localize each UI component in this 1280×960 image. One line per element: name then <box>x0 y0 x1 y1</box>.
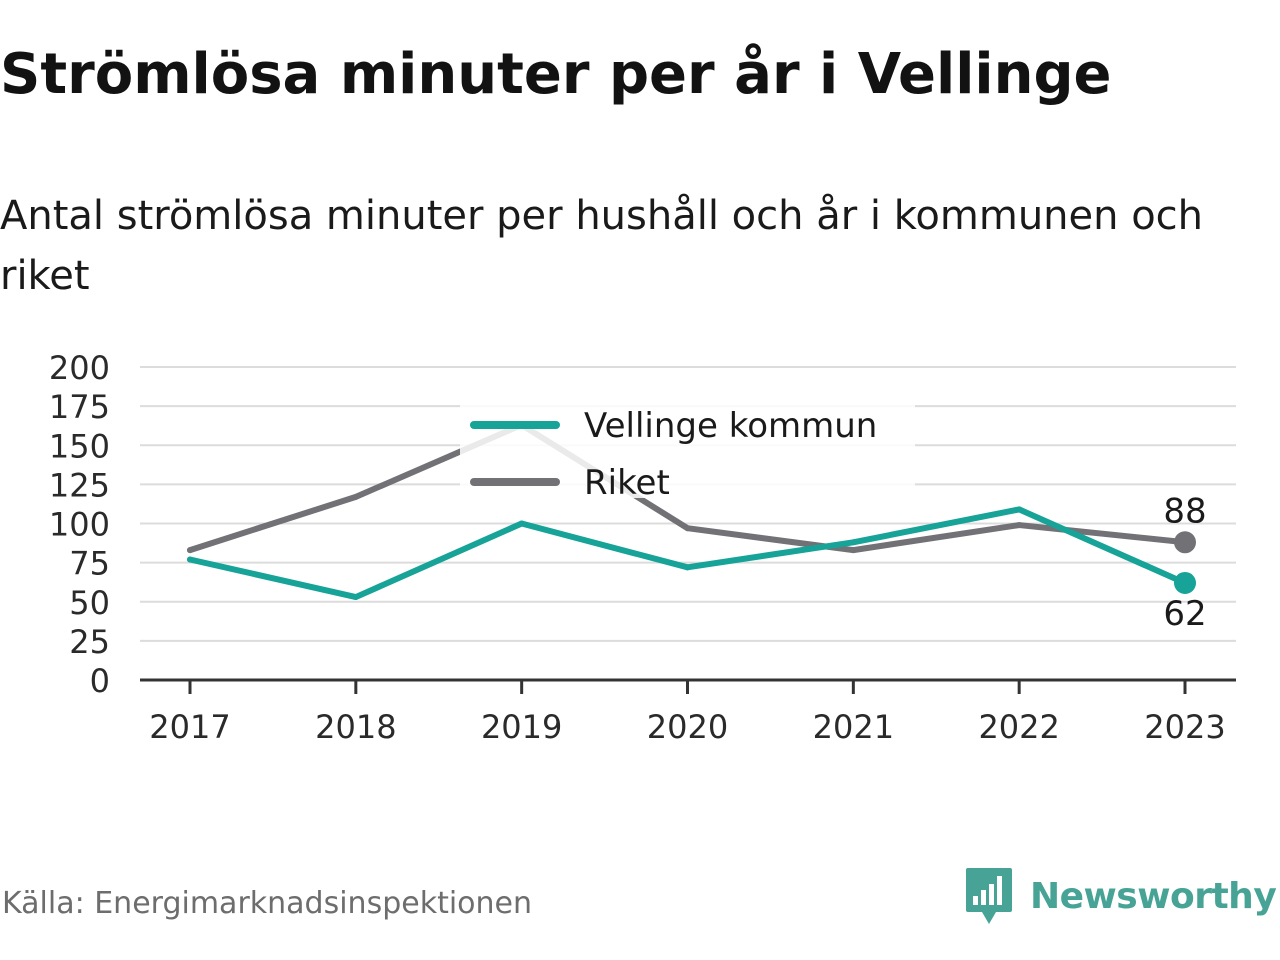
source-note: Källa: Energimarknadsinspektionen <box>2 886 533 921</box>
y-tick-label: 125 <box>49 466 110 504</box>
y-tick-label: 25 <box>69 623 110 661</box>
chart-title: Strömlösa minuter per år i Vellinge <box>0 42 1112 107</box>
brand-name: Newsworthy <box>1030 875 1277 917</box>
y-tick-label: 100 <box>49 506 110 544</box>
data-point <box>1016 522 1023 529</box>
x-tick-label: 2019 <box>481 708 562 746</box>
end-value-label: 62 <box>1163 594 1206 634</box>
end-marker <box>1174 531 1196 554</box>
end-marker <box>1174 571 1196 594</box>
legend: Vellinge kommun Riket <box>460 398 915 503</box>
brand-logo: Newsworthy <box>964 864 1277 928</box>
data-point <box>187 556 193 563</box>
end-labels: 88 62 <box>1163 491 1206 634</box>
y-tick-label: 75 <box>69 545 110 583</box>
x-tick-label: 2020 <box>647 708 728 746</box>
y-tick-label: 150 <box>49 427 110 465</box>
data-point <box>850 539 857 546</box>
data-point <box>352 594 359 601</box>
series-lines <box>187 421 1196 601</box>
newsworthy-logo-icon <box>966 868 1012 924</box>
legend-label: Vellinge kommun <box>584 406 877 446</box>
data-point <box>518 520 525 527</box>
data-point <box>684 525 691 532</box>
chart-subtitle: Antal strömlösa minuter per hushåll och … <box>0 193 1204 299</box>
y-tick-label: 200 <box>49 349 110 387</box>
end-value-label: 88 <box>1163 491 1206 531</box>
y-tick-label: 50 <box>69 584 110 622</box>
x-tick-label: 2017 <box>149 708 230 746</box>
data-point <box>850 547 857 554</box>
x-tick-label: 2023 <box>1144 708 1225 746</box>
data-point <box>352 493 359 500</box>
data-point <box>187 547 193 554</box>
data-point <box>684 564 691 571</box>
y-tick-label: 0 <box>90 662 110 700</box>
legend-label: Riket <box>584 463 670 503</box>
x-tick-label: 2018 <box>315 708 396 746</box>
x-tick-label: 2022 <box>978 708 1059 746</box>
data-point <box>1016 506 1023 513</box>
y-tick-label: 175 <box>49 388 110 426</box>
x-tick-label: 2021 <box>813 708 894 746</box>
